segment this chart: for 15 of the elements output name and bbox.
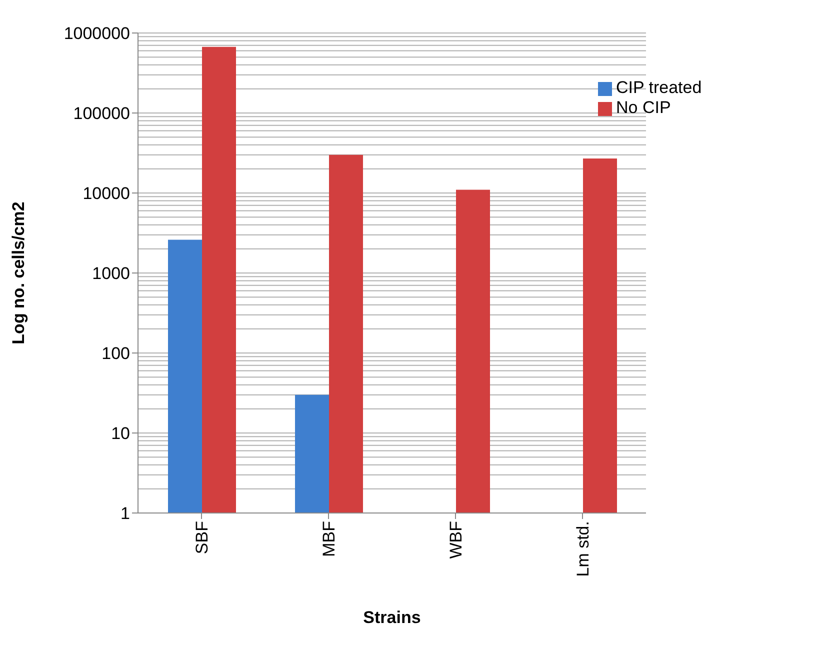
x-axis-title: Strains [363,608,421,627]
y-tick-label: 10 [111,424,130,444]
y-tick-label: 100 [102,344,130,364]
y-tick-label: 1000 [92,264,130,284]
x-tick-label: SBF [192,521,212,554]
y-tick-label: 1000000 [64,24,130,44]
y-tick-label: 1 [120,504,130,524]
x-tick-label: MBF [320,521,339,557]
x-tick-label: WBF [446,521,466,559]
legend-label: CIP treated [616,78,702,97]
x-tick-label: Lm std. [574,521,593,577]
legend-label: No CIP [616,98,671,117]
y-axis-title: Log no. cells/cm2 [9,202,28,344]
y-tick-label: 100000 [73,104,130,124]
y-tick-label: 10000 [82,184,130,204]
